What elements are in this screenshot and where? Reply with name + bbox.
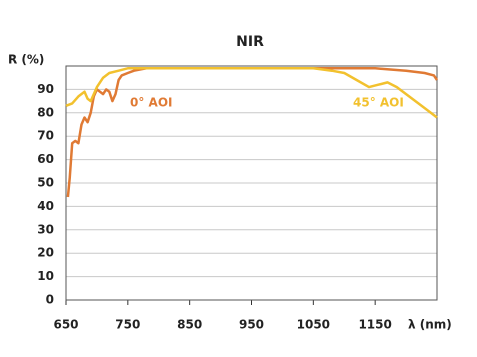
y-tick-label: 60 <box>37 152 54 166</box>
y-tick-label: 90 <box>37 82 54 96</box>
y-tick-label: 70 <box>37 129 54 143</box>
x-tick-label: 750 <box>115 318 140 332</box>
x-axis-label: λ (nm) <box>408 318 452 332</box>
y-axis-label: R (%) <box>8 53 44 67</box>
x-tick-label: 1050 <box>297 318 330 332</box>
chart-title: NIR <box>236 34 264 50</box>
y-tick-label: 30 <box>37 222 54 236</box>
y-tick-label: 40 <box>37 199 54 213</box>
y-tick-label: 0 <box>46 293 54 307</box>
plot-frame <box>65 65 438 301</box>
y-tick-label: 80 <box>37 105 54 119</box>
series-line <box>65 67 438 119</box>
x-tick-label: 950 <box>239 318 264 332</box>
x-tick-label: 1150 <box>358 318 391 332</box>
x-tick-label: 850 <box>177 318 202 332</box>
x-tick-label: 650 <box>53 318 78 332</box>
series-line <box>66 67 439 198</box>
series-label: 0° AOI <box>130 96 172 110</box>
y-tick-label: 10 <box>37 269 54 283</box>
series-label: 45° AOI <box>353 96 404 110</box>
y-tick-label: 20 <box>37 246 54 260</box>
y-tick-label: 50 <box>37 176 54 190</box>
